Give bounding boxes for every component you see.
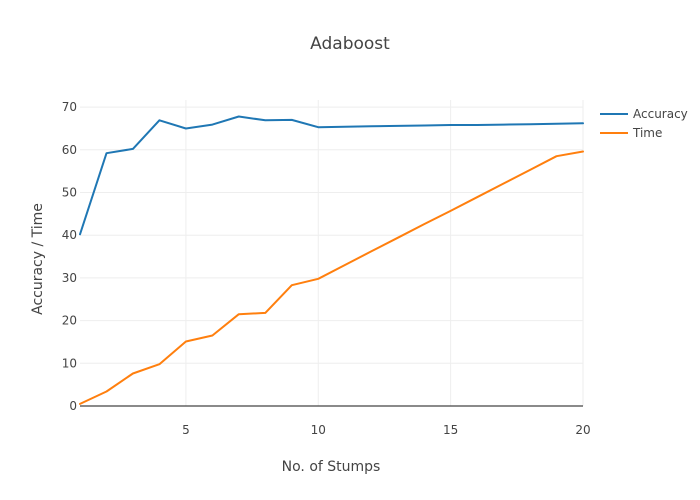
- y-axis-title: Accuracy / Time: [30, 203, 46, 315]
- y-tick-label: 50: [62, 186, 77, 200]
- legend[interactable]: Accuracy Time: [600, 107, 688, 140]
- x-tick-label: 15: [443, 423, 458, 437]
- y-axis-ticks: 0 10 20 30 40 50 60 70: [62, 100, 77, 413]
- x-axis-title: No. of Stumps: [282, 459, 381, 475]
- legend-item-accuracy[interactable]: Accuracy: [600, 107, 688, 121]
- x-tick-label: 10: [311, 423, 326, 437]
- x-tick-label: 20: [575, 423, 590, 437]
- legend-item-time[interactable]: Time: [600, 126, 662, 140]
- x-axis-ticks: 5 10 15 20: [182, 423, 591, 437]
- series-line-accuracy: [79, 115, 584, 236]
- series-layer: [79, 115, 584, 405]
- series-line-time: [79, 150, 584, 405]
- y-tick-label: 70: [62, 100, 77, 114]
- grid-layer: [80, 100, 584, 407]
- y-tick-label: 0: [69, 399, 77, 413]
- chart-title: Adaboost: [310, 34, 390, 54]
- legend-label: Time: [632, 126, 662, 140]
- y-tick-label: 10: [62, 356, 77, 370]
- y-tick-label: 60: [62, 143, 77, 157]
- y-tick-label: 30: [62, 271, 77, 285]
- x-tick-label: 5: [182, 423, 190, 437]
- legend-label: Accuracy: [633, 107, 688, 121]
- y-tick-label: 40: [62, 228, 77, 242]
- y-tick-label: 20: [62, 314, 77, 328]
